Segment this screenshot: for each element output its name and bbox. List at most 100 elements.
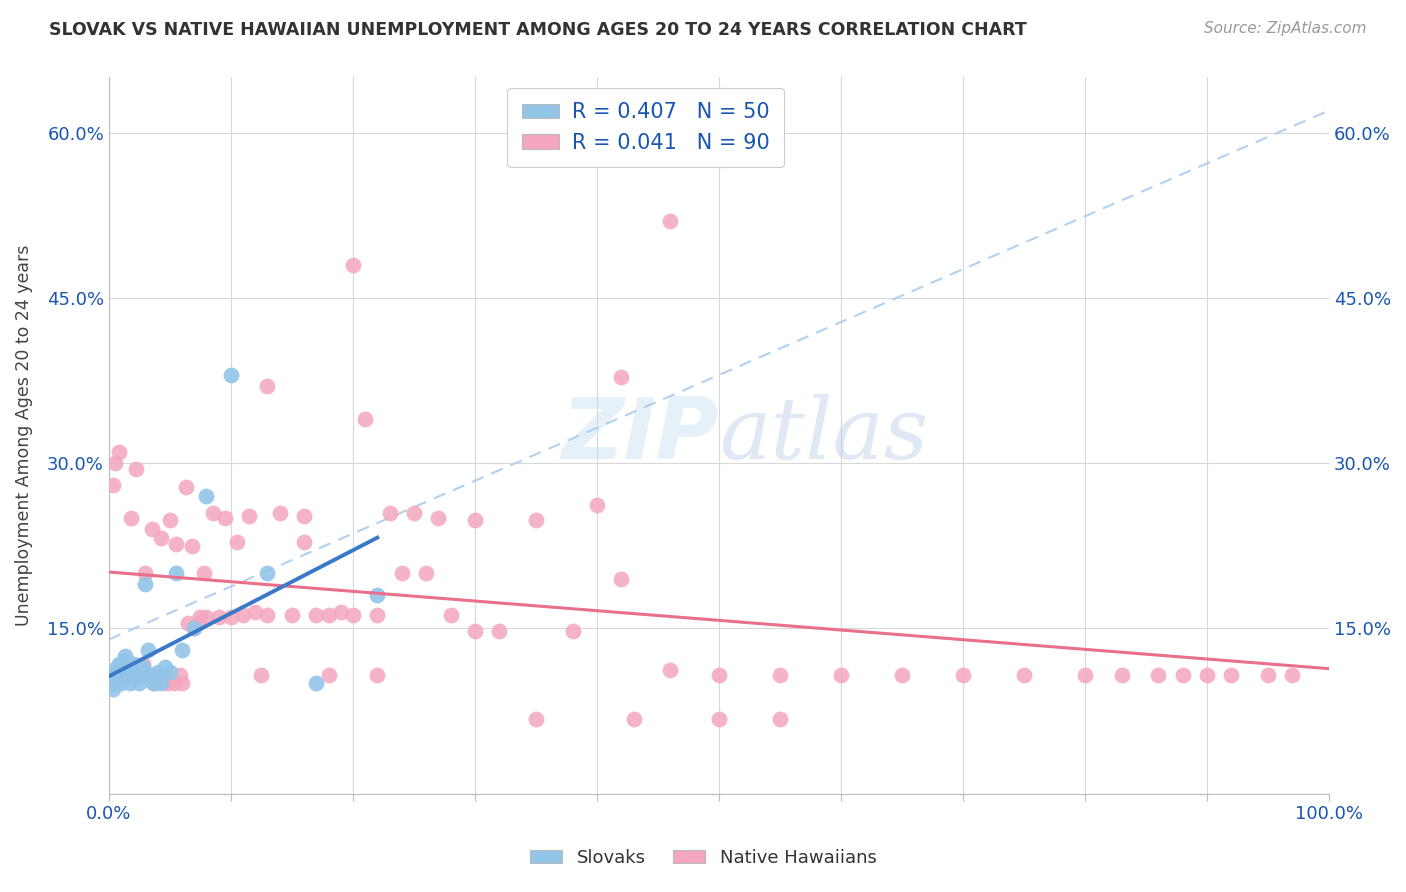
Point: [193, 566, 215, 581]
Point: [256, 566, 278, 581]
Point: [329, 605, 352, 619]
Point: [561, 624, 583, 638]
Point: [427, 511, 450, 525]
Y-axis label: Unemployment Among Ages 20 to 24 years: Unemployment Among Ages 20 to 24 years: [15, 245, 32, 626]
Point: [122, 665, 145, 680]
Point: [165, 536, 187, 550]
Point: [305, 608, 328, 623]
Point: [120, 511, 142, 525]
Point: [141, 522, 163, 536]
Point: [146, 667, 169, 681]
Point: [464, 624, 486, 638]
Point: [354, 412, 377, 426]
Point: [366, 667, 388, 681]
Point: [318, 608, 340, 623]
Point: [172, 676, 194, 690]
Point: [610, 572, 633, 586]
Point: [104, 671, 127, 685]
Point: [114, 648, 136, 663]
Point: [195, 489, 218, 503]
Point: [124, 657, 146, 671]
Point: [187, 615, 209, 630]
Point: [524, 513, 547, 527]
Point: [156, 676, 179, 690]
Point: [143, 676, 166, 690]
Point: [143, 671, 166, 685]
Point: [165, 566, 187, 581]
Point: [107, 657, 129, 671]
Point: [112, 655, 135, 669]
Legend: R = 0.407   N = 50, R = 0.041   N = 90: R = 0.407 N = 50, R = 0.041 N = 90: [508, 87, 785, 168]
Point: [342, 608, 364, 623]
Point: [378, 506, 401, 520]
Point: [138, 667, 160, 681]
Point: [115, 667, 138, 681]
Point: [586, 498, 609, 512]
Point: [110, 667, 132, 681]
Point: [1281, 667, 1303, 681]
Point: [464, 513, 486, 527]
Point: [707, 667, 730, 681]
Point: [128, 667, 150, 681]
Point: [115, 657, 138, 671]
Point: [128, 676, 150, 690]
Point: [162, 676, 184, 690]
Point: [150, 531, 173, 545]
Point: [115, 660, 138, 674]
Point: [132, 660, 155, 674]
Point: [125, 663, 148, 677]
Point: [120, 667, 142, 681]
Point: [117, 665, 139, 680]
Point: [214, 511, 236, 525]
Point: [121, 660, 143, 674]
Point: [134, 577, 156, 591]
Point: [177, 615, 200, 630]
Point: [131, 667, 153, 681]
Point: [226, 535, 249, 549]
Point: [152, 667, 174, 681]
Point: [114, 665, 136, 680]
Point: [256, 608, 278, 623]
Point: [104, 456, 127, 470]
Point: [111, 657, 134, 671]
Point: [104, 665, 127, 680]
Point: [1195, 667, 1218, 681]
Text: Source: ZipAtlas.com: Source: ZipAtlas.com: [1204, 21, 1367, 37]
Point: [142, 676, 165, 690]
Text: SLOVAK VS NATIVE HAWAIIAN UNEMPLOYMENT AMONG AGES 20 TO 24 YEARS CORRELATION CHA: SLOVAK VS NATIVE HAWAIIAN UNEMPLOYMENT A…: [49, 21, 1026, 39]
Point: [415, 566, 437, 581]
Point: [952, 667, 974, 681]
Point: [1074, 667, 1097, 681]
Point: [146, 665, 169, 680]
Point: [107, 667, 129, 681]
Point: [769, 712, 792, 726]
Point: [245, 605, 267, 619]
Point: [108, 663, 131, 677]
Point: [107, 660, 129, 674]
Point: [1147, 667, 1170, 681]
Point: [129, 665, 152, 680]
Point: [159, 665, 181, 680]
Point: [125, 461, 148, 475]
Point: [219, 368, 242, 382]
Point: [190, 610, 212, 624]
Point: [1171, 667, 1194, 681]
Point: [402, 506, 425, 520]
Point: [159, 513, 181, 527]
Point: [169, 667, 191, 681]
Point: [250, 667, 273, 681]
Point: [136, 643, 159, 657]
Point: [112, 667, 135, 681]
Point: [269, 506, 291, 520]
Point: [110, 662, 132, 676]
Point: [118, 676, 141, 690]
Point: [111, 671, 134, 685]
Point: [134, 566, 156, 581]
Point: [101, 681, 124, 696]
Point: [610, 370, 633, 384]
Point: [891, 667, 914, 681]
Point: [232, 608, 254, 623]
Point: [105, 676, 128, 690]
Point: [659, 663, 682, 677]
Point: [150, 676, 173, 690]
